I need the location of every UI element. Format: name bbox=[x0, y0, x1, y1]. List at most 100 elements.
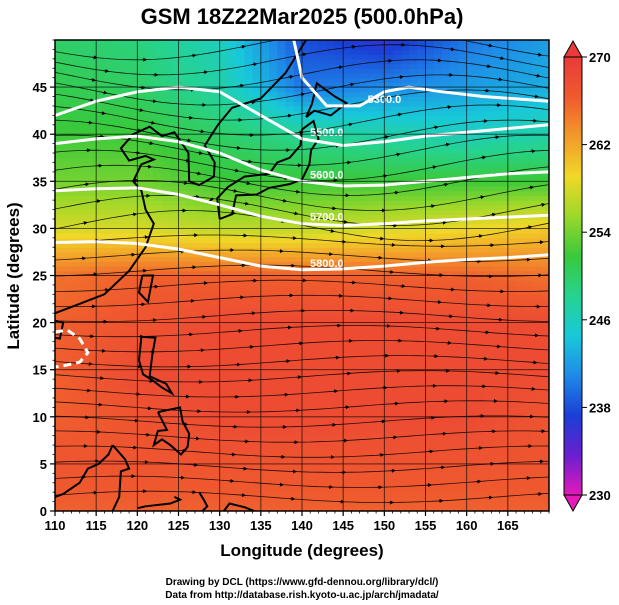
temperature-cell bbox=[79, 327, 89, 333]
temperature-cell bbox=[343, 129, 352, 135]
temperature-cell bbox=[211, 204, 221, 211]
temperature-cell bbox=[186, 341, 196, 347]
temperature-cell bbox=[425, 284, 435, 291]
temperature-cell bbox=[384, 157, 394, 164]
temperature-cell bbox=[326, 171, 336, 178]
temperature-cell bbox=[219, 266, 229, 272]
temperature-cell bbox=[120, 223, 130, 229]
temperature-cell bbox=[359, 416, 369, 423]
temperature-cell bbox=[153, 303, 163, 310]
temperature-cell bbox=[343, 463, 352, 470]
temperature-cell bbox=[227, 393, 237, 399]
temperature-cell bbox=[96, 280, 105, 286]
temperature-cell bbox=[499, 402, 509, 408]
temperature-cell bbox=[310, 421, 320, 427]
temperature-cell bbox=[483, 473, 492, 479]
temperature-cell bbox=[466, 186, 476, 192]
temperature-cell bbox=[326, 209, 336, 215]
temperature-cell bbox=[137, 223, 147, 229]
temperature-cell bbox=[153, 214, 163, 220]
temperature-cell bbox=[79, 195, 89, 201]
temperature-cell bbox=[236, 204, 245, 211]
temperature-cell bbox=[219, 369, 229, 376]
temperature-cell bbox=[178, 120, 188, 126]
temperature-cell bbox=[71, 416, 81, 423]
temperature-cell bbox=[170, 313, 180, 319]
temperature-cell bbox=[112, 402, 122, 408]
temperature-cell bbox=[55, 449, 64, 456]
temperature-cell bbox=[392, 336, 402, 343]
temperature-cell bbox=[540, 350, 549, 357]
temperature-cell bbox=[409, 332, 418, 338]
temperature-cell bbox=[409, 143, 418, 149]
temperature-cell bbox=[145, 218, 155, 225]
temperature-cell bbox=[507, 445, 517, 451]
temperature-cell bbox=[367, 435, 377, 441]
temperature-cell bbox=[474, 148, 484, 154]
temperature-cell bbox=[55, 228, 64, 234]
temperature-cell bbox=[252, 463, 262, 470]
temperature-cell bbox=[516, 416, 525, 423]
temperature-cell bbox=[285, 407, 295, 413]
temperature-cell bbox=[162, 120, 171, 126]
temperature-cell bbox=[137, 397, 147, 404]
temperature-cell bbox=[458, 294, 468, 300]
temperature-cell bbox=[293, 397, 303, 404]
temperature-cell bbox=[376, 176, 385, 182]
temperature-cell bbox=[483, 317, 492, 324]
temperature-cell bbox=[153, 506, 163, 511]
temperature-cell bbox=[384, 148, 394, 154]
temperature-cell bbox=[351, 237, 361, 244]
temperature-cell bbox=[277, 275, 287, 281]
temperature-cell bbox=[170, 355, 180, 361]
temperature-cell bbox=[211, 421, 221, 427]
temperature-cell bbox=[359, 397, 369, 404]
temperature-cell bbox=[392, 251, 402, 258]
temperature-cell bbox=[153, 148, 163, 154]
temperature-cell bbox=[104, 313, 114, 319]
temperature-cell bbox=[260, 421, 270, 427]
temperature-cell bbox=[540, 459, 549, 465]
temperature-cell bbox=[450, 492, 460, 498]
temperature-cell bbox=[474, 153, 484, 159]
temperature-cell bbox=[400, 402, 410, 408]
temperature-cell bbox=[96, 369, 105, 376]
temperature-cell bbox=[186, 242, 196, 248]
temperature-cell bbox=[441, 360, 451, 366]
temperature-cell bbox=[318, 327, 328, 333]
temperature-cell bbox=[466, 294, 476, 300]
temperature-cell bbox=[334, 186, 344, 192]
temperature-cell bbox=[236, 237, 245, 244]
temperature-cell bbox=[104, 284, 114, 291]
temperature-cell bbox=[499, 482, 509, 489]
temperature-cell bbox=[145, 176, 155, 182]
temperature-cell bbox=[343, 124, 352, 131]
temperature-cell bbox=[499, 374, 509, 380]
temperature-cell bbox=[178, 242, 188, 248]
temperature-cell bbox=[392, 332, 402, 338]
temperature-cell bbox=[483, 355, 492, 361]
temperature-cell bbox=[302, 364, 311, 371]
temperature-cell bbox=[359, 190, 369, 197]
temperature-cell bbox=[227, 426, 237, 432]
temperature-cell bbox=[466, 134, 476, 140]
temperature-cell bbox=[227, 459, 237, 465]
temperature-cell bbox=[367, 501, 377, 507]
temperature-cell bbox=[474, 350, 484, 357]
temperature-cell bbox=[359, 223, 369, 229]
temperature-cell bbox=[302, 251, 311, 258]
temperature-cell bbox=[302, 468, 311, 474]
temperature-cell bbox=[120, 435, 130, 441]
temperature-cell bbox=[466, 501, 476, 507]
temperature-cell bbox=[384, 186, 394, 192]
temperature-cell bbox=[55, 195, 64, 201]
temperature-cell bbox=[87, 115, 97, 121]
temperature-cell bbox=[450, 242, 460, 248]
temperature-cell bbox=[310, 416, 320, 423]
temperature-cell bbox=[376, 195, 385, 201]
temperature-cell bbox=[425, 209, 435, 215]
temperature-cell bbox=[104, 204, 114, 211]
temperature-cell bbox=[194, 346, 204, 352]
temperature-cell bbox=[219, 355, 229, 361]
temperature-cell bbox=[491, 332, 501, 338]
